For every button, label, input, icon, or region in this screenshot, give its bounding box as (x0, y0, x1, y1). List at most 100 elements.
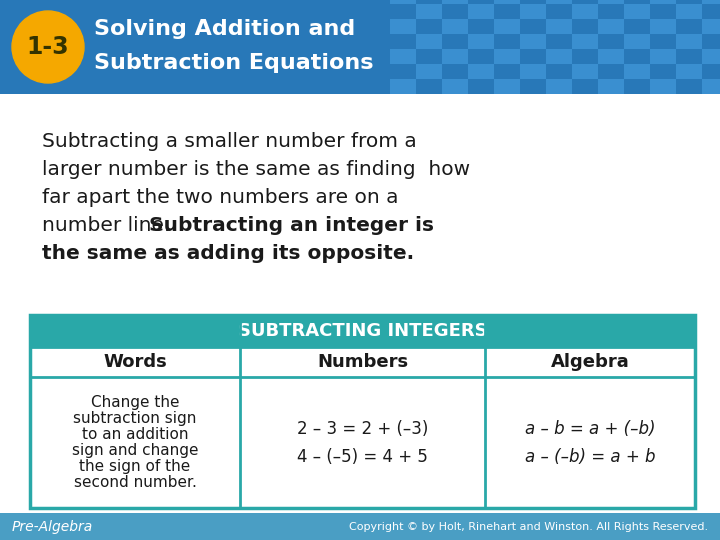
Bar (30, 347, 695, 377)
Bar (546, 4, 572, 19)
Bar (494, 0, 520, 4)
Bar (650, 49, 676, 64)
Bar (598, 19, 624, 34)
Bar (702, 34, 720, 49)
Bar (572, 34, 598, 49)
Bar (442, 0, 468, 4)
Bar (30, 315, 695, 508)
Bar (416, 64, 442, 79)
Bar (624, 49, 650, 64)
Bar (572, 64, 598, 79)
Text: second number.: second number. (73, 475, 197, 490)
Bar (494, 34, 520, 49)
Text: sign and change: sign and change (72, 443, 198, 458)
Bar (0, 513, 720, 540)
Bar (468, 4, 494, 19)
Bar (624, 19, 650, 34)
Text: Numbers: Numbers (317, 353, 408, 371)
Text: subtraction sign: subtraction sign (73, 411, 197, 426)
Bar (442, 34, 468, 49)
Bar (624, 79, 650, 94)
Bar (416, 49, 442, 64)
Bar (520, 49, 546, 64)
Bar (676, 4, 702, 19)
Circle shape (12, 11, 84, 83)
Text: a – b = a + (–b): a – b = a + (–b) (525, 420, 655, 437)
Bar (702, 4, 720, 19)
Text: larger number is the same as finding  how: larger number is the same as finding how (42, 160, 470, 179)
Text: 1-3: 1-3 (27, 35, 69, 59)
Bar (0, 0, 720, 94)
Text: Subtraction Equations: Subtraction Equations (94, 53, 374, 73)
Bar (702, 79, 720, 94)
Bar (442, 49, 468, 64)
Text: number line.: number line. (42, 216, 176, 235)
Bar (468, 64, 494, 79)
Bar (702, 64, 720, 79)
Text: Words: Words (103, 353, 167, 371)
Bar (546, 0, 572, 4)
Bar (572, 19, 598, 34)
Bar (676, 19, 702, 34)
Bar (494, 64, 520, 79)
Bar (676, 49, 702, 64)
Bar (650, 34, 676, 49)
Bar (546, 49, 572, 64)
Bar (572, 4, 598, 19)
Text: 4 – (–5) = 4 + 5: 4 – (–5) = 4 + 5 (297, 448, 428, 465)
Text: Copyright © by Holt, Rinehart and Winston. All Rights Reserved.: Copyright © by Holt, Rinehart and Winsto… (349, 522, 708, 531)
Bar (572, 49, 598, 64)
Bar (598, 34, 624, 49)
Bar (520, 0, 546, 4)
Bar (598, 64, 624, 79)
Text: far apart the two numbers are on a: far apart the two numbers are on a (42, 188, 398, 207)
Bar (546, 34, 572, 49)
Bar (624, 4, 650, 19)
Bar (676, 79, 702, 94)
Bar (30, 377, 695, 508)
Bar (572, 79, 598, 94)
Text: Subtracting an integer is: Subtracting an integer is (149, 216, 434, 235)
Bar (390, 19, 416, 34)
Bar (390, 49, 416, 64)
Bar (442, 4, 468, 19)
Bar (650, 0, 676, 4)
Bar (546, 79, 572, 94)
Text: 2 – 3 = 2 + (–3): 2 – 3 = 2 + (–3) (297, 420, 428, 437)
Bar (442, 19, 468, 34)
Bar (416, 19, 442, 34)
Bar (650, 64, 676, 79)
Bar (624, 34, 650, 49)
Text: Algebra: Algebra (551, 353, 629, 371)
Bar (416, 0, 442, 4)
Bar (546, 64, 572, 79)
Bar (442, 64, 468, 79)
Bar (598, 49, 624, 64)
Bar (390, 64, 416, 79)
Bar (30, 315, 695, 347)
Text: Solving Addition and: Solving Addition and (94, 19, 355, 39)
Bar (624, 64, 650, 79)
Bar (676, 64, 702, 79)
Bar (520, 79, 546, 94)
Bar (520, 4, 546, 19)
Bar (390, 79, 416, 94)
Bar (676, 34, 702, 49)
Bar (650, 79, 676, 94)
Bar (520, 19, 546, 34)
Bar (702, 0, 720, 4)
Bar (390, 0, 416, 4)
Text: to an addition: to an addition (82, 427, 188, 442)
Bar (468, 49, 494, 64)
Bar (416, 79, 442, 94)
Bar (390, 34, 416, 49)
Bar (390, 4, 416, 19)
Bar (442, 79, 468, 94)
Text: Subtracting a smaller number from a: Subtracting a smaller number from a (42, 132, 417, 151)
Bar (702, 19, 720, 34)
Bar (468, 0, 494, 4)
Text: Change the: Change the (91, 395, 179, 410)
Bar (468, 34, 494, 49)
Bar (494, 49, 520, 64)
Bar (676, 0, 702, 4)
